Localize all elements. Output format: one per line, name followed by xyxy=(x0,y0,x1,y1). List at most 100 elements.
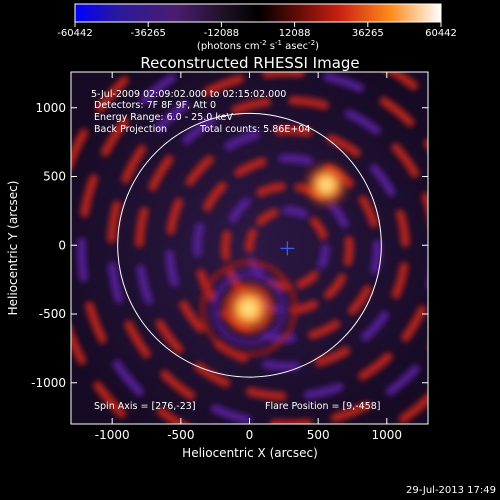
fringe-arc xyxy=(228,197,251,224)
x-tick-label: 1000 xyxy=(372,428,403,442)
spin-axis-cross-icon xyxy=(280,241,295,256)
colorbar-tick-label: -12088 xyxy=(204,28,239,39)
fringe-arc xyxy=(210,404,252,424)
fringe-arc xyxy=(244,228,258,253)
fringe-arc xyxy=(278,153,314,166)
fringe-arc xyxy=(71,324,87,365)
fringe-arc xyxy=(450,389,474,417)
x-tick-label: 500 xyxy=(307,428,330,442)
source-ring xyxy=(211,271,286,346)
x-tick-label: 0 xyxy=(246,428,254,442)
fringe-arc xyxy=(491,219,493,255)
fringe-arc xyxy=(166,197,184,235)
x-tick-label: -1000 xyxy=(95,428,130,442)
fringe-arc xyxy=(71,128,89,170)
fringe-arc xyxy=(323,72,365,93)
fringe-arc xyxy=(288,96,329,110)
fringe-arc xyxy=(426,277,428,289)
fringe-arc xyxy=(234,157,267,178)
fringe-arc xyxy=(135,206,149,248)
x-axis-ticks: -1000 -500 0 500 1000 xyxy=(95,72,402,442)
fringe-arc xyxy=(155,319,184,354)
info-detectors: Detectors: 7F 8F 9F, Att 0 xyxy=(94,100,216,111)
fringe-arc xyxy=(274,125,313,137)
solar-limb xyxy=(117,112,382,378)
fringe-arc xyxy=(370,239,382,275)
spin-axis-label: Spin Axis = [276,-23] xyxy=(94,401,196,412)
fringe-arc xyxy=(202,181,227,212)
fringe-arc xyxy=(369,164,396,197)
flare-source-primary xyxy=(222,282,275,335)
fringe-arc xyxy=(395,209,410,248)
colorbar-ticks: -60442 -36265 -12088 12088 36265 60442 xyxy=(57,22,457,39)
fringe-arc xyxy=(54,261,59,297)
fringe-arc xyxy=(385,364,421,396)
fringe-arc xyxy=(324,273,347,300)
fringe-arc xyxy=(267,482,304,483)
fringe-arc xyxy=(343,236,354,267)
fringe-arc xyxy=(317,243,330,269)
colorbar-tick-label: 60442 xyxy=(425,28,457,39)
fringe-arc xyxy=(76,237,88,282)
fringe-arc xyxy=(347,285,372,316)
y-axis-label: Heliocentric Y (arcsec) xyxy=(6,181,20,316)
fringe-arc xyxy=(224,130,261,151)
fringe-arc xyxy=(139,73,177,105)
fringe-arc xyxy=(80,174,99,218)
fringe-arc xyxy=(100,117,130,157)
info-energy: Energy Range: 6.0 - 25.0 keV xyxy=(94,112,233,123)
fringe-arc xyxy=(481,284,490,318)
fringe-arc xyxy=(262,72,305,79)
fringe-arc xyxy=(379,96,415,127)
flare-position-label: Flare Position = [9,-458] xyxy=(265,401,381,412)
fringe-arc xyxy=(179,300,206,333)
fringe-arc xyxy=(85,301,107,344)
colorbar-tick-label: -36265 xyxy=(130,28,165,39)
flare-source-secondary xyxy=(304,162,349,207)
fringe-arc xyxy=(121,144,147,184)
fringe-arc xyxy=(185,155,214,187)
x-tick-label: -500 xyxy=(167,428,194,442)
colorbar-tick-label: 36265 xyxy=(352,28,384,39)
colorbar-tick-label: 12088 xyxy=(279,28,311,39)
fringe-arc xyxy=(344,109,381,135)
image-panel xyxy=(54,43,500,483)
fringe-arc xyxy=(491,331,500,364)
fringe-arc xyxy=(54,195,60,231)
fringe-arc xyxy=(421,192,428,220)
fringe-arc xyxy=(303,382,344,400)
fringe-arc xyxy=(296,270,319,289)
timestamp: 29-Jul-2013 17:49 xyxy=(406,485,496,496)
fringe-arc xyxy=(256,182,286,197)
info-counts: Total counts: 5.86E+04 xyxy=(199,124,310,135)
fringe-arc xyxy=(398,392,428,424)
source-ring xyxy=(199,259,298,358)
fringe-arc xyxy=(160,370,196,401)
fringe-arc xyxy=(400,43,431,63)
fringe-arc xyxy=(453,83,477,111)
fringe-arc xyxy=(358,352,393,381)
fringe-arc xyxy=(154,101,189,133)
fringe-arc xyxy=(423,138,428,151)
plot-title: Reconstructed RHESSI Image xyxy=(140,54,359,72)
fringe-arc xyxy=(314,346,351,367)
fringe-arc xyxy=(203,74,245,96)
fringe-arc xyxy=(360,310,390,342)
fringe-arc xyxy=(308,319,341,340)
y-tick-label: 500 xyxy=(43,170,66,184)
y-tick-label: -1000 xyxy=(31,376,66,390)
fringe-arc xyxy=(358,195,379,228)
fringe-arc xyxy=(256,208,279,226)
fringe-arc xyxy=(95,75,129,113)
fringe-arc xyxy=(136,264,154,305)
x-axis-label: Heliocentric X (arcsec) xyxy=(182,446,318,460)
fringe-arc xyxy=(112,359,144,397)
y-tick-label: -500 xyxy=(39,307,66,321)
y-tick-label: 0 xyxy=(58,238,66,252)
fringe-arc xyxy=(231,97,272,115)
fringe-arc xyxy=(282,205,308,219)
fringe-arc xyxy=(334,468,369,478)
fringe-arc xyxy=(107,200,122,243)
colorbar-units: (photons cm-2 s-1 asec-2) xyxy=(197,39,319,52)
fringe-arc xyxy=(472,158,485,191)
